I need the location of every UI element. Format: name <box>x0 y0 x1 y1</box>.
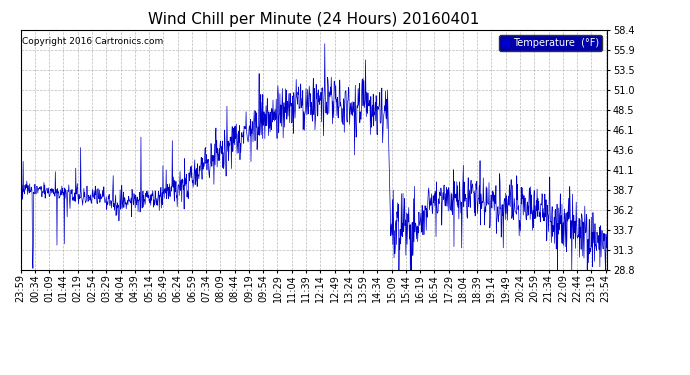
Text: Copyright 2016 Cartronics.com: Copyright 2016 Cartronics.com <box>22 37 163 46</box>
Title: Wind Chill per Minute (24 Hours) 20160401: Wind Chill per Minute (24 Hours) 2016040… <box>148 12 480 27</box>
Legend: Temperature  (°F): Temperature (°F) <box>499 35 602 51</box>
